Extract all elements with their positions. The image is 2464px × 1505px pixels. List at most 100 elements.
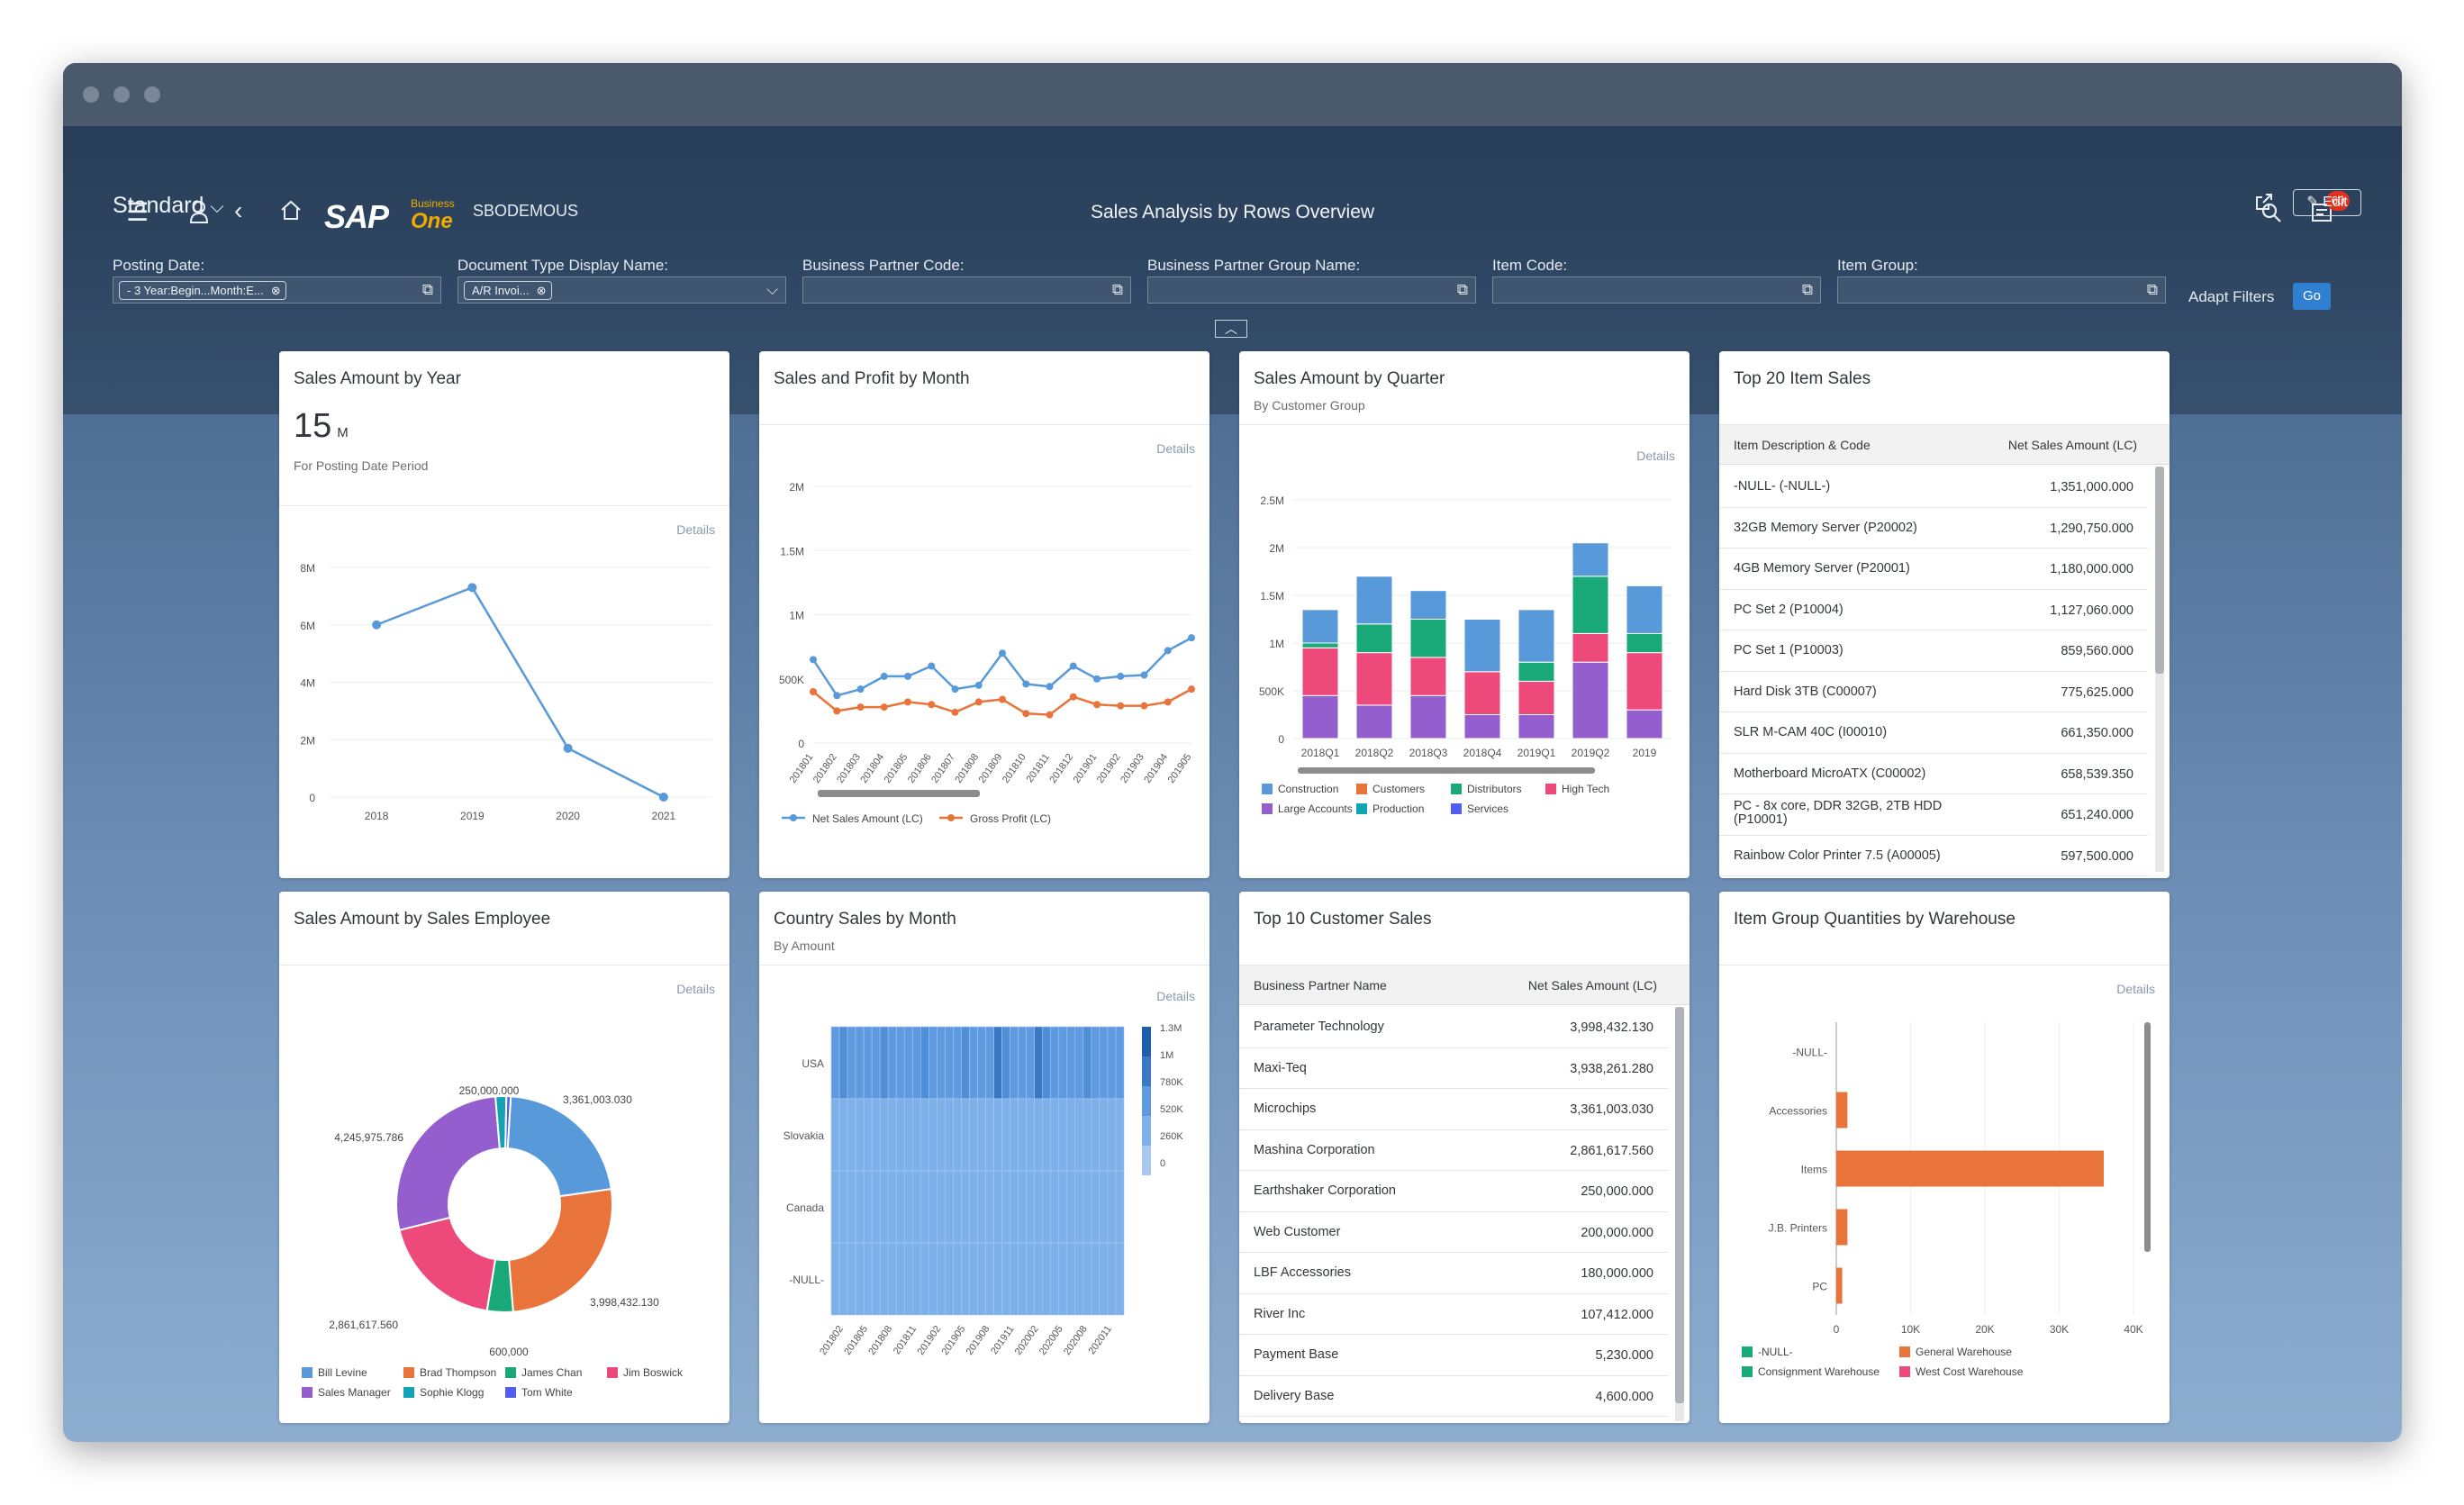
bar [1836,1209,1848,1246]
table-row[interactable]: PC - 8x core, DDR 32GB, 2TB HDD (P10001)… [1719,794,2148,836]
value-help-icon[interactable]: ⧉ [421,281,433,298]
value-help-icon[interactable]: ⧉ [1111,281,1123,298]
table-row[interactable]: Hard Disk 3TB (C00007) 775,625.000 [1719,672,2148,712]
value-help-icon[interactable]: ⧉ [2146,281,2158,298]
table-row[interactable]: Microchips 3,361,003.030 [1239,1089,1668,1130]
company-name[interactable]: SBODEMOUS [473,202,579,220]
table-row[interactable]: Earthshaker Corporation 250,000.000 [1239,1171,1668,1212]
card-header[interactable]: Sales Amount by Quarter By Customer Grou… [1239,351,1689,425]
share-icon[interactable] [2253,191,2275,219]
details-link[interactable]: Details [1636,449,1675,463]
chart-scroll-indicator [818,790,980,797]
filter-label: Item Code: [1492,257,1568,274]
card-item-group-warehouse[interactable]: Item Group Quantities by Warehouse Detai… [1719,892,2170,1423]
heatmap-cell [953,1170,962,1244]
table-row[interactable]: 32GB Memory Server (P20002) 1,290,750.000 [1719,508,2148,549]
details-link[interactable]: Details [676,522,715,537]
legend-tick-label: 1.3M [1160,1023,1182,1034]
filter-token[interactable]: A/R Invoi... ⊗ [464,281,552,300]
scroll-thumb[interactable] [2155,467,2164,674]
details-link[interactable]: Details [676,982,715,996]
business-partner-group-input[interactable]: ⧉ [1147,277,1476,304]
table-row[interactable]: SLR M-CAM 40C (I00010) 661,350.000 [1719,712,2148,754]
table-row[interactable]: Motherboard MicroATX (C00002) 658,539.350 [1719,754,2148,794]
scroll-thumb[interactable] [1675,1007,1684,1403]
posting-date-input[interactable]: - 3 Year:Begin...Month:E... ⊗ ⧉ [113,277,441,304]
value-help-icon[interactable]: ⧉ [1801,281,1813,298]
table-row[interactable]: 4GB Memory Server (P20001) 1,180,000.000 [1719,549,2148,590]
item-code-input[interactable]: ⧉ [1492,277,1821,304]
details-link[interactable]: Details [2116,982,2155,996]
table-row[interactable]: LBF Accessories 180,000.000 [1239,1253,1668,1294]
card-top10-customers[interactable]: Top 10 Customer Sales Business Partner N… [1239,892,1689,1423]
go-button[interactable]: Go [2293,283,2331,310]
table-row[interactable]: Delivery Base 4,600.000 [1239,1376,1668,1417]
chevron-down-icon[interactable]: ⌵ [766,281,778,298]
table-row[interactable]: Payment Base 5,230.000 [1239,1335,1668,1376]
window-close-dot[interactable] [83,86,99,103]
table-row[interactable]: -NULL- (-NULL-) 1,351,000.000 [1719,467,2148,508]
heatmap-cell [1083,1170,1092,1244]
filter-label: Document Type Display Name: [457,257,669,274]
heatmap-cell [1042,1170,1052,1244]
card-sales-by-employee[interactable]: Sales Amount by Sales Employee Details 3… [279,892,729,1423]
item-group-input[interactable]: ⧉ [1837,277,2166,304]
table-row[interactable]: River Inc 107,412.000 [1239,1294,1668,1335]
document-type-select[interactable]: A/R Invoi... ⊗ ⌵ [457,277,786,304]
card-header[interactable]: Country Sales by Month By Amount [759,892,1209,966]
table-scrollbar[interactable] [2155,467,2164,872]
heatmap-cell [1001,1098,1010,1172]
x-tick-label: 201801 [788,752,816,785]
card-sales-by-quarter[interactable]: Sales Amount by Quarter By Customer Grou… [1239,351,1689,878]
card-header[interactable]: Sales and Profit by Month [759,351,1209,425]
row-name: Maxi-Teq [1254,1060,1307,1075]
card-header[interactable]: Top 10 Customer Sales [1239,892,1689,966]
notifications-icon[interactable] [2311,202,2333,228]
table-row[interactable]: PC Set 1 (P10003) 859,560.000 [1719,630,2148,672]
filter-token[interactable]: - 3 Year:Begin...Month:E... ⊗ [119,281,286,300]
back-icon[interactable]: ‹ [234,196,243,224]
collapse-header-button[interactable]: ︿ [1215,320,1247,338]
bar-segment [1301,694,1339,739]
token-remove-icon[interactable]: ⊗ [270,284,281,297]
token-remove-icon[interactable]: ⊗ [536,284,547,297]
business-partner-code-input[interactable]: ⧉ [802,277,1131,304]
bar-segment [1626,652,1663,711]
menu-icon[interactable]: ☰ [126,198,149,226]
details-link[interactable]: Details [1156,989,1195,1003]
table-row[interactable]: Web Customer 200,000.000 [1239,1212,1668,1253]
table-row[interactable]: Mashina Corporation 2,861,617.560 [1239,1130,1668,1171]
table-row[interactable]: Rainbow Color Printer 7.5 (A00005) 597,50… [1719,836,2148,876]
window-minimize-dot[interactable] [113,86,130,103]
home-icon[interactable] [279,198,303,226]
heatmap-cell [903,1026,913,1100]
logo-one-text: One [411,209,453,233]
table-scrollbar[interactable] [1675,1007,1684,1421]
table-row[interactable]: Parameter Technology 3,998,432.130 [1239,1007,1668,1048]
heatmap-cell [1026,1242,1035,1316]
y-tick-label: 0 [1278,733,1284,746]
card-title: Sales and Profit by Month [774,369,970,388]
legend-marker [790,814,797,821]
variant-selector[interactable]: Standard ⌵ [113,193,224,219]
edit-button[interactable]: ✎ Edit [2293,189,2361,216]
card-header[interactable]: Item Group Quantities by Warehouse [1719,892,2170,966]
heatmap-cell [945,1242,954,1316]
card-sales-profit-month[interactable]: Sales and Profit by Month Details 0 500K 1… [759,351,1209,878]
card-country-sales[interactable]: Country Sales by Month By Amount Details… [759,892,1209,1423]
card-header[interactable]: Sales Amount by Year 15 M For Posting Dat… [279,351,729,506]
window-maximize-dot[interactable] [144,86,160,103]
details-link[interactable]: Details [1156,441,1195,456]
value-help-icon[interactable]: ⧉ [1456,281,1468,298]
x-tick-label: 201911 [989,1324,1016,1356]
heatmap-cell [937,1098,946,1172]
adapt-filters-button[interactable]: Adapt Filters [2188,288,2275,305]
card-header[interactable]: Sales Amount by Sales Employee [279,892,729,966]
table-row[interactable]: Maxi-Teq 3,938,261.280 [1239,1048,1668,1089]
data-point [856,703,865,712]
card-header[interactable]: Top 20 Item Sales [1719,351,2170,425]
card-sales-by-year[interactable]: Sales Amount by Year 15 M For Posting Dat… [279,351,729,878]
card-top20-items[interactable]: Top 20 Item Sales Item Description & Cod… [1719,351,2170,878]
table-row[interactable]: PC Set 2 (P10004) 1,127,060.000 [1719,590,2148,630]
user-icon[interactable] [189,200,209,228]
